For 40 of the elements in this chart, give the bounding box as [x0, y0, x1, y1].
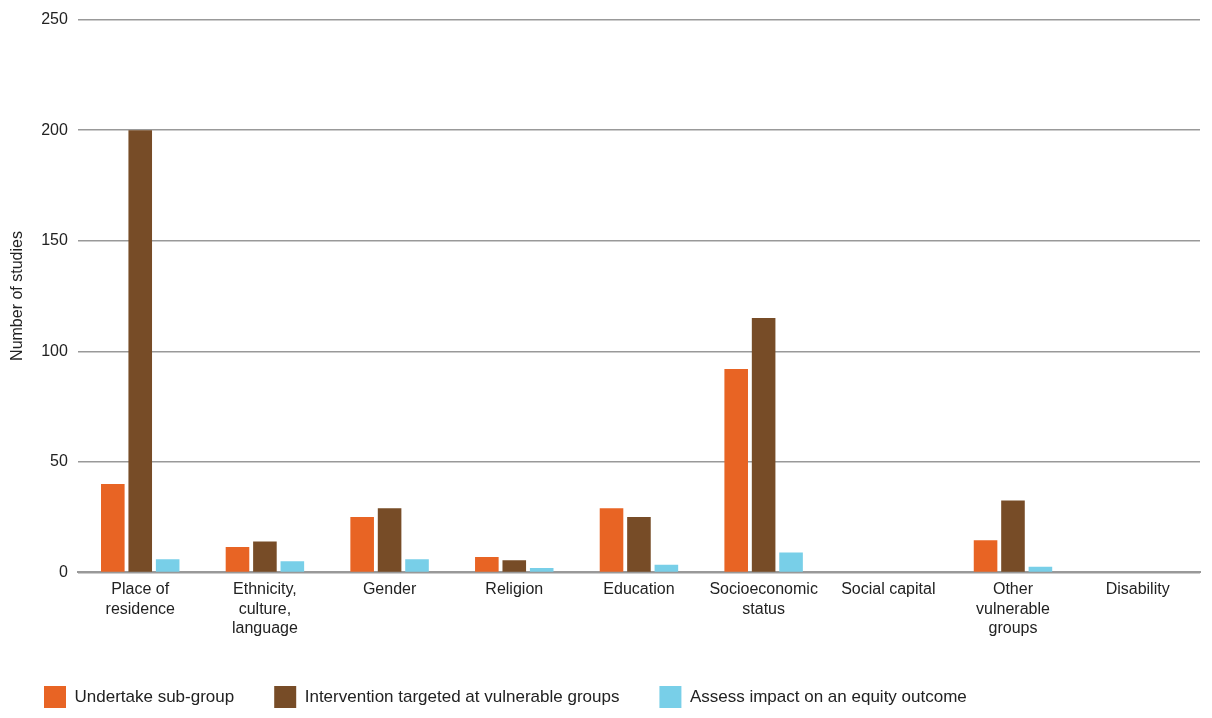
legend-label: Undertake sub-group: [74, 686, 235, 706]
x-tick-label: Ethnicity, culture, language: [231, 580, 298, 636]
bar: [1001, 500, 1025, 572]
x-tick-label: Social capital: [841, 580, 936, 598]
x-tick-label: Socioeconomic status: [709, 580, 818, 617]
y-tick-label: 50: [50, 452, 68, 470]
bar: [502, 560, 527, 572]
bar: [724, 368, 748, 572]
bar: [751, 318, 776, 572]
y-tick-label: 0: [58, 562, 68, 580]
x-tick-label: Education: [603, 580, 675, 598]
legend-label: Intervention targeted at vulnerable groups: [304, 686, 620, 706]
bar: [1028, 566, 1053, 572]
y-tick-label: 150: [41, 231, 68, 249]
bar: [627, 517, 651, 572]
y-tick-label: 250: [41, 10, 68, 28]
legend-label: Assess impact on an equity outcome: [689, 686, 967, 706]
bar: [253, 541, 277, 572]
bar: [405, 559, 429, 572]
x-tick-label: Place of residence: [105, 580, 176, 617]
bar: [280, 561, 305, 572]
y-axis-title: Number of studies: [8, 231, 26, 361]
bar: [779, 552, 803, 572]
bar: [599, 508, 624, 572]
x-tick-label: Disability: [1105, 580, 1170, 598]
bar: [225, 546, 250, 572]
bar: [475, 556, 499, 572]
bar: [654, 564, 679, 572]
x-tick-label: Religion: [485, 580, 544, 598]
y-tick-label: 100: [41, 341, 68, 359]
x-tick-label: Gender: [362, 580, 417, 598]
bar: [128, 130, 153, 572]
bar: [101, 483, 125, 572]
y-tick-label: 200: [41, 120, 68, 138]
bar: [529, 567, 554, 572]
bar: [155, 559, 180, 572]
bar: [350, 517, 374, 572]
bar: [973, 540, 998, 572]
x-tick-label: Other vulnerable groups: [976, 580, 1050, 636]
bar: [377, 508, 402, 572]
